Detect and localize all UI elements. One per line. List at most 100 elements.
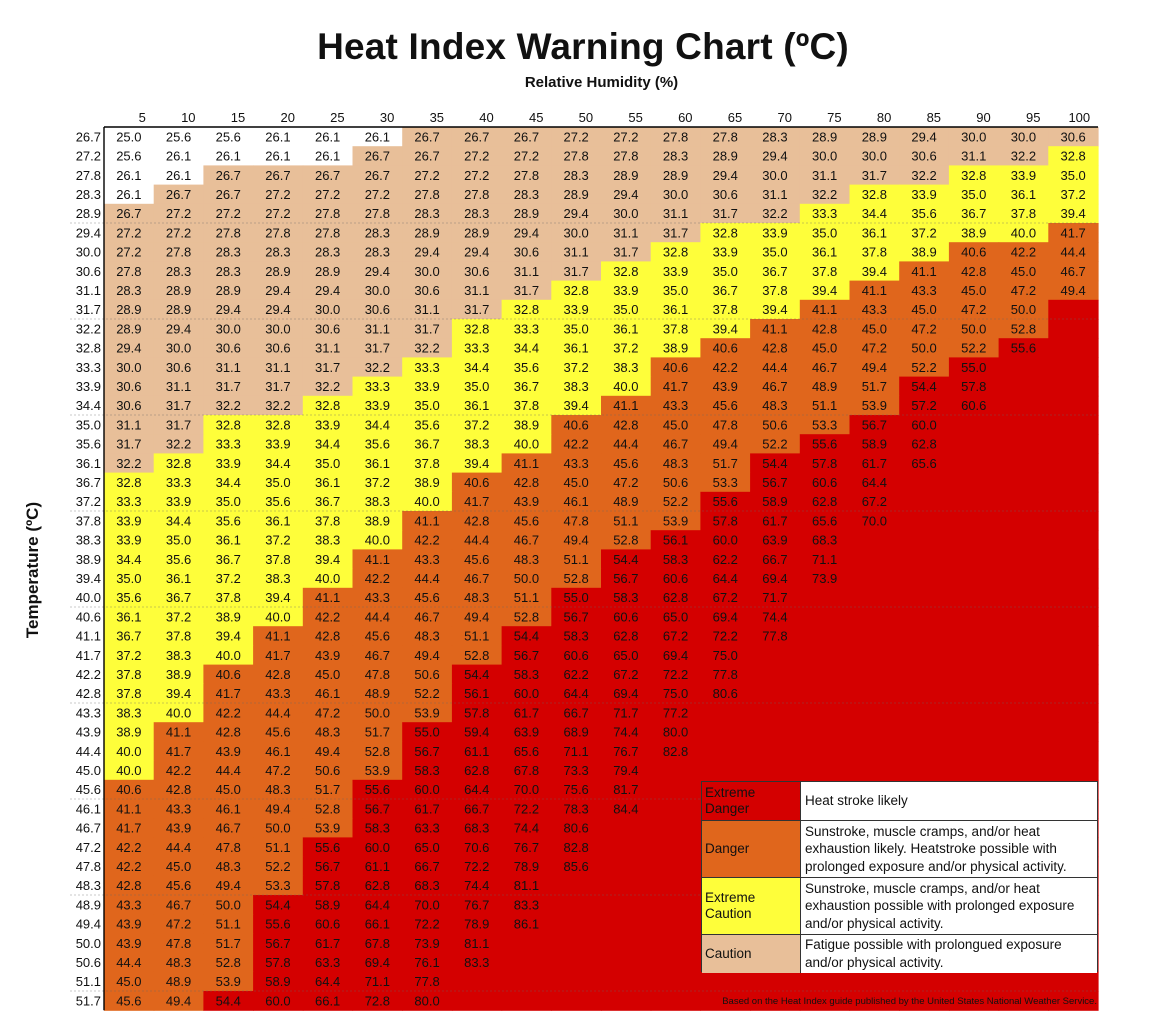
cell-value: 28.3 (464, 206, 489, 221)
heat-cell (451, 607, 503, 627)
heat-cell (153, 338, 204, 358)
cell-value: 28.3 (365, 245, 390, 260)
heat-cell (302, 971, 354, 992)
heat-cell (501, 971, 552, 992)
heat-cell (750, 203, 801, 224)
heat-cell (203, 261, 254, 282)
cell-value: 80.0 (414, 993, 439, 1008)
heat-cell (799, 971, 851, 992)
cell-value: 27.8 (713, 129, 738, 144)
heat-cell (650, 434, 701, 454)
cell-value: 38.9 (911, 245, 936, 260)
cell-value: 33.3 (216, 437, 241, 452)
temperature-tick-label: 45.0 (76, 763, 101, 778)
heat-cell (203, 914, 254, 934)
cell-value: 31.1 (961, 149, 986, 164)
cell-value: 45.6 (265, 725, 290, 740)
heat-cell (501, 741, 552, 762)
heat-cell (750, 376, 801, 397)
cell-value: 29.4 (315, 283, 340, 298)
heat-cell (451, 223, 503, 243)
legend-row-danger: Danger Sunstroke, muscle cramps, and/or … (702, 821, 1097, 878)
heat-cell (302, 549, 354, 570)
heat-cell (799, 722, 851, 742)
cell-value: 36.1 (812, 245, 837, 260)
source-note: Based on the Heat Index guide published … (722, 996, 1097, 1007)
heat-cell (501, 472, 552, 493)
cell-value: 45.0 (216, 782, 241, 797)
cell-value: 43.9 (315, 648, 340, 663)
heat-cell (501, 491, 552, 512)
heat-cell (203, 856, 254, 877)
cell-value: 37.8 (116, 686, 141, 701)
heat-cell (899, 319, 950, 339)
heat-cell (650, 779, 701, 800)
cell-value: 45.0 (166, 859, 191, 874)
heat-cell (451, 952, 503, 973)
humidity-tick-label: 20 (280, 110, 294, 125)
heat-cell (203, 319, 254, 339)
cell-value: 72.2 (663, 667, 688, 682)
heat-cell (352, 741, 403, 762)
heat-cell (899, 511, 950, 531)
heat-cell (451, 741, 503, 762)
cell-value: 38.9 (365, 513, 390, 528)
cell-value: 76.7 (464, 897, 489, 912)
heat-cell (253, 319, 304, 339)
cell-value: 32.8 (563, 283, 588, 298)
cell-value: 63.3 (315, 955, 340, 970)
heat-cell (203, 741, 254, 762)
cell-value: 31.7 (663, 225, 688, 240)
heat-cell (253, 645, 304, 666)
cell-value: 56.7 (414, 744, 439, 759)
heat-cell (700, 549, 751, 570)
cell-value: 35.6 (514, 360, 539, 375)
cell-value: 43.3 (265, 686, 290, 701)
cell-value: 39.4 (464, 456, 489, 471)
cell-value: 45.0 (315, 667, 340, 682)
cell-value: 26.1 (166, 149, 191, 164)
heat-cell (601, 971, 652, 992)
heat-cell (104, 184, 155, 205)
heat-cell (153, 760, 204, 781)
heat-cell (451, 511, 503, 531)
cell-value: 31.1 (563, 245, 588, 260)
cell-value: 76.7 (613, 744, 638, 759)
legend-row-extreme-caution: Extreme Caution Sunstroke, muscle cramps… (702, 878, 1097, 935)
cell-value: 42.2 (414, 533, 439, 548)
cell-value: 42.8 (613, 417, 638, 432)
cell-value: 36.7 (713, 283, 738, 298)
cell-value: 85.6 (563, 859, 588, 874)
cell-value: 42.8 (166, 782, 191, 797)
cell-value: 52.2 (663, 494, 688, 509)
cell-value: 70.0 (862, 513, 887, 528)
heat-cell (402, 856, 453, 877)
humidity-tick-label: 45 (529, 110, 543, 125)
heat-cell (253, 146, 304, 166)
cell-value: 40.6 (116, 782, 141, 797)
heat-cell (352, 683, 403, 704)
cell-value: 64.4 (365, 897, 390, 912)
heat-cell (551, 799, 602, 819)
heat-cell (153, 491, 204, 512)
heat-cell (501, 203, 552, 224)
temperature-tick-label: 38.3 (76, 533, 101, 548)
temperature-tick-label: 28.3 (76, 187, 101, 202)
heat-cell (601, 434, 652, 454)
cell-value: 37.2 (216, 571, 241, 586)
cell-value: 37.8 (414, 456, 439, 471)
cell-value: 67.2 (862, 494, 887, 509)
cell-value: 48.3 (166, 955, 191, 970)
heat-cell (799, 184, 851, 205)
heat-cell (352, 261, 403, 282)
cell-value: 61.1 (464, 744, 489, 759)
cell-value: 27.8 (315, 206, 340, 221)
cell-value: 44.4 (414, 571, 439, 586)
heat-cell (104, 223, 155, 243)
cell-value: 30.6 (911, 149, 936, 164)
heat-cell (551, 223, 602, 243)
heat-cell (849, 626, 900, 646)
heat-cell (650, 818, 701, 838)
heat-cell (302, 165, 354, 186)
heat-cell (104, 338, 155, 358)
